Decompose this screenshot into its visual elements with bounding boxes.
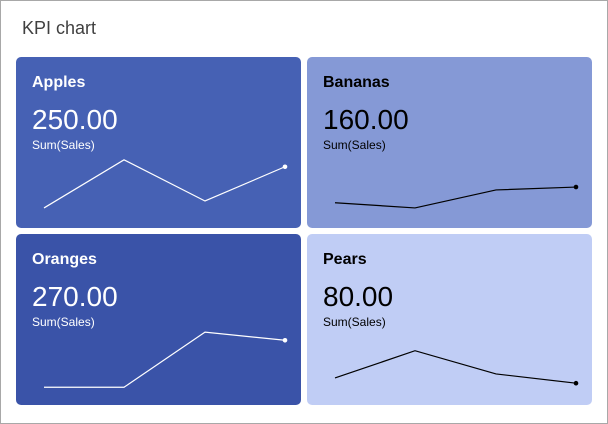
kpi-card-pears[interactable]: Pears 80.00 Sum(Sales)	[307, 234, 592, 405]
kpi-measure: Sum(Sales)	[32, 138, 95, 152]
kpi-value: 160.00	[323, 104, 409, 135]
kpi-card-bananas[interactable]: Bananas 160.00 Sum(Sales)	[307, 57, 592, 228]
kpi-card-apples[interactable]: Apples 250.00 Sum(Sales)	[16, 57, 301, 228]
chart-title: KPI chart	[22, 18, 97, 38]
sparkline	[43, 159, 288, 209]
kpi-name: Bananas	[323, 74, 390, 91]
sparkline-end-point	[282, 337, 288, 343]
kpi-value: 270.00	[32, 281, 118, 312]
sparkline-line	[43, 159, 286, 209]
sparkline-end-point	[573, 380, 579, 386]
kpi-name: Apples	[32, 74, 86, 91]
kpi-measure: Sum(Sales)	[323, 315, 386, 329]
sparkline-end-point	[282, 164, 288, 170]
sparkline	[334, 184, 579, 209]
sparkline-line	[334, 186, 577, 209]
kpi-card-oranges[interactable]: Oranges 270.00 Sum(Sales)	[16, 234, 301, 405]
kpi-value: 250.00	[32, 104, 118, 135]
sparkline	[44, 331, 288, 388]
sparkline-line	[44, 331, 286, 388]
kpi-measure: Sum(Sales)	[323, 138, 386, 152]
kpi-value: 80.00	[323, 281, 394, 312]
kpi-measure: Sum(Sales)	[32, 315, 95, 329]
kpi-name: Pears	[323, 251, 367, 268]
sparkline	[334, 350, 579, 386]
sparkline-line	[334, 350, 577, 384]
kpi-name: Oranges	[32, 251, 97, 268]
sparkline-end-point	[573, 184, 579, 190]
